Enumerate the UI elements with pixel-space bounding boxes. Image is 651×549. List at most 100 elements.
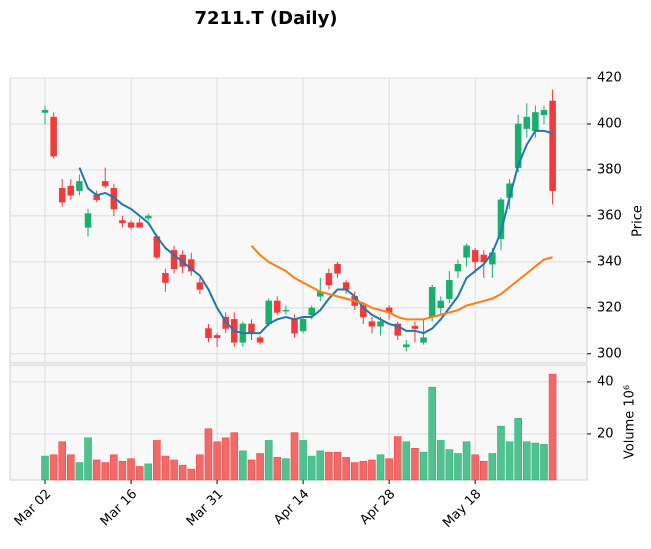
chart-title: 7211.T (Daily) [194,8,337,29]
y2-tick-label: 40 [597,374,614,389]
candle-body [480,254,488,263]
volume-bar [333,451,342,481]
volume-bar [325,451,333,481]
candle-body [549,100,556,191]
candle-body [420,337,427,343]
volume-bar [264,440,273,481]
volume-bar [462,441,471,481]
volume-bar [497,425,505,481]
candle-body [136,222,143,228]
candle-body [454,263,462,272]
candle-body [196,282,204,290]
volume-bar [316,450,325,481]
candle-body [411,325,419,329]
volume-bar [385,458,393,481]
candle-body [437,300,445,309]
volume-bar [471,454,479,481]
volume-bar [161,455,170,481]
volume-bar [419,451,428,481]
x-tick-label: Apr 28 [357,487,398,528]
candle-body [205,328,212,338]
volume-bar [118,461,127,481]
candle-body [282,309,290,312]
volume-bar [514,418,522,481]
candle-body [368,321,376,327]
candle-body [170,250,178,270]
volume-bar [350,462,359,481]
volume-bar [187,468,196,481]
candle-body [325,273,333,286]
volume-bar [101,462,109,481]
candle-body [523,116,531,129]
volume-bar [282,458,290,481]
volume-bar [144,463,153,481]
volume-bar [49,454,58,481]
volume-bar [239,450,247,481]
volume-bar [204,428,213,481]
candle-body [334,263,341,274]
volume-bar [230,432,239,481]
volume-bar [41,455,49,481]
volume-bar [342,457,350,481]
candle-body [50,116,57,157]
candle-body [532,112,539,132]
volume-bar [359,461,368,481]
volume-bar [290,432,299,481]
candle-body [540,109,548,116]
volume-bar [84,437,92,481]
volume-bar [110,454,118,481]
volume-bar [402,441,411,481]
candle-body [377,321,384,327]
volume-bar [75,462,84,481]
y-tick-label: 340 [597,254,622,269]
volume-bar [178,464,187,481]
volume-bar [531,442,540,481]
y-tick-label: 420 [597,71,622,86]
volume-bar [196,454,204,481]
y-axis-label: Price [631,205,646,237]
y-tick-label: 380 [597,162,622,177]
x-tick-label: Mar 31 [184,487,227,530]
volume-bar [376,454,385,481]
candle-body [119,220,126,224]
volume-bar [505,441,514,481]
candle-body [291,319,298,334]
candle-body [41,109,49,113]
y2-axis-label: Volume 10⁶ [623,385,638,459]
candle-body [394,323,401,336]
volume-bar [58,441,66,481]
candle-body [84,213,92,228]
volume-bar [213,441,221,481]
volume-bar [428,386,436,481]
volume-bar [127,458,135,481]
volume-bar [221,437,230,481]
y-tick-label: 360 [597,208,622,223]
candle-body [428,286,436,318]
x-tick-label: Mar 02 [12,487,55,530]
candle-body [248,323,255,334]
volume-bar [273,457,282,481]
volume-bar [540,444,548,481]
candle-body [463,245,470,258]
candle-body [76,181,83,191]
x-tick-label: May 18 [440,487,484,531]
volume-bar [92,459,101,481]
volume-bar [135,466,144,481]
volume-bar [445,449,454,481]
volume-bar [411,448,419,481]
volume-bar [256,453,264,481]
y2-tick-label: 20 [597,426,614,441]
candle-body [256,337,264,343]
volume-bar [153,440,161,481]
candle-body [144,215,152,219]
candle-body [67,185,75,196]
volume-bar [67,454,75,481]
candle-body [101,181,109,187]
volume-bar [299,440,307,481]
y-tick-label: 320 [597,300,622,315]
volume-bar [368,459,376,481]
candle-body [299,319,307,332]
moving-average-line [78,129,553,335]
candle-body [471,250,479,263]
